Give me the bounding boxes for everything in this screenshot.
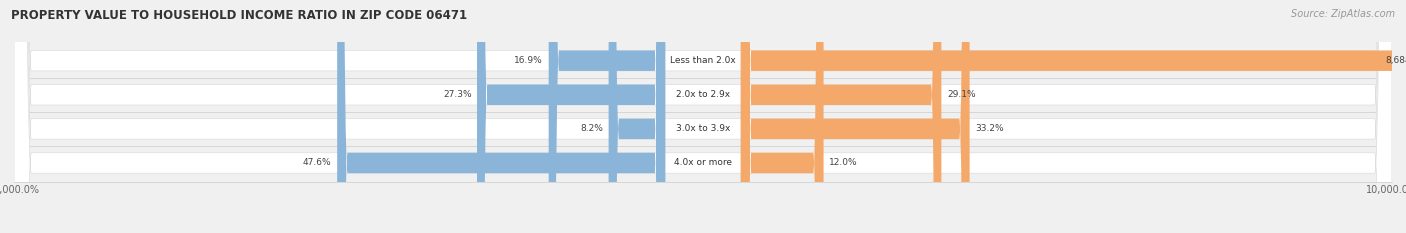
FancyBboxPatch shape: [548, 0, 665, 233]
Text: Less than 2.0x: Less than 2.0x: [671, 56, 735, 65]
Text: 29.1%: 29.1%: [946, 90, 976, 99]
FancyBboxPatch shape: [609, 0, 665, 233]
Text: 12.0%: 12.0%: [830, 158, 858, 168]
Text: 16.9%: 16.9%: [515, 56, 543, 65]
FancyBboxPatch shape: [14, 0, 1392, 233]
Text: Source: ZipAtlas.com: Source: ZipAtlas.com: [1291, 9, 1395, 19]
FancyBboxPatch shape: [741, 0, 1406, 233]
FancyBboxPatch shape: [14, 0, 1392, 233]
Text: 8.2%: 8.2%: [581, 124, 603, 133]
FancyBboxPatch shape: [14, 0, 1392, 233]
FancyBboxPatch shape: [14, 0, 1392, 233]
Text: 27.3%: 27.3%: [443, 90, 471, 99]
FancyBboxPatch shape: [741, 0, 942, 233]
Text: 4.0x or more: 4.0x or more: [673, 158, 733, 168]
Text: 2.0x to 2.9x: 2.0x to 2.9x: [676, 90, 730, 99]
Text: 47.6%: 47.6%: [304, 158, 332, 168]
FancyBboxPatch shape: [337, 0, 665, 233]
Text: 8,684.1%: 8,684.1%: [1385, 56, 1406, 65]
FancyBboxPatch shape: [477, 0, 665, 233]
FancyBboxPatch shape: [741, 0, 824, 233]
FancyBboxPatch shape: [741, 0, 970, 233]
Text: 3.0x to 3.9x: 3.0x to 3.9x: [676, 124, 730, 133]
Text: 33.2%: 33.2%: [976, 124, 1004, 133]
Text: PROPERTY VALUE TO HOUSEHOLD INCOME RATIO IN ZIP CODE 06471: PROPERTY VALUE TO HOUSEHOLD INCOME RATIO…: [11, 9, 467, 22]
